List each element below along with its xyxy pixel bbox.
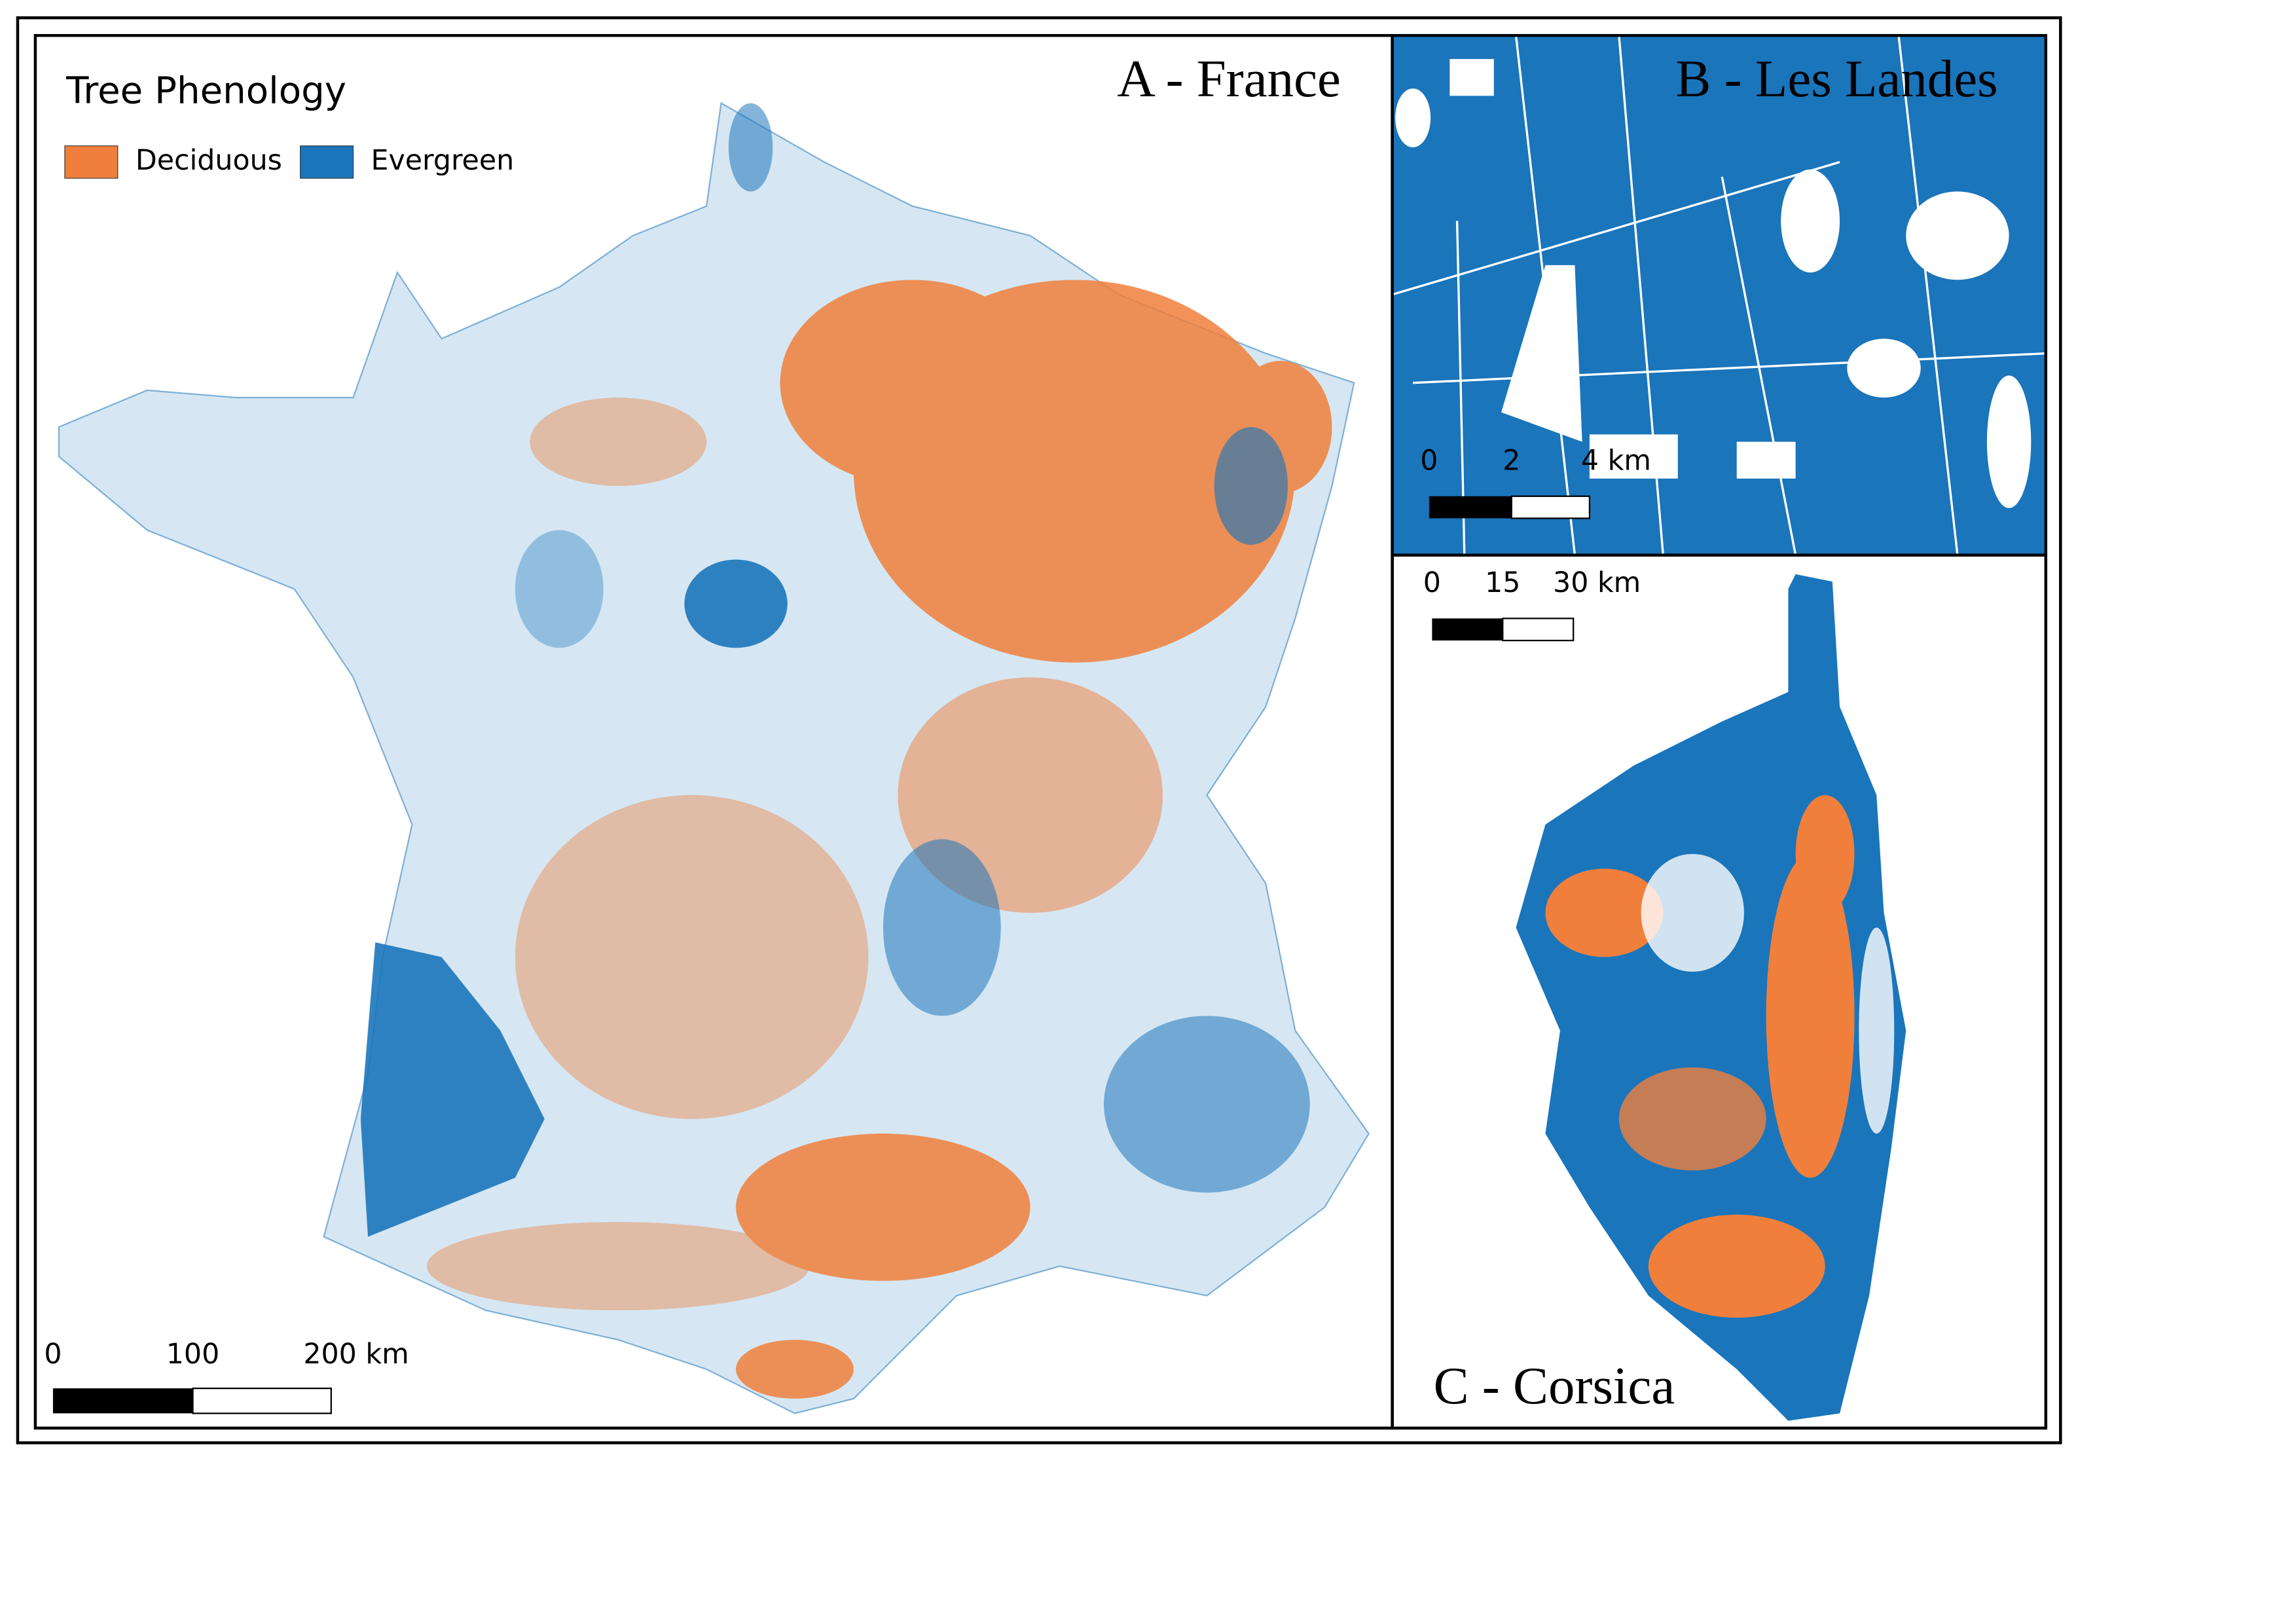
scale-bar	[192, 1387, 332, 1414]
deciduous-area	[1648, 1214, 1825, 1318]
evergreen-area	[1104, 1016, 1310, 1193]
deciduous-area	[780, 280, 1046, 487]
road	[1618, 35, 1665, 555]
evergreen-area	[1214, 427, 1288, 545]
scale-bar	[1429, 496, 1512, 519]
scale-label: 100	[166, 1338, 220, 1371]
panel-france: A - France Tree Phenology Deciduous Ever…	[44, 49, 1370, 1414]
scale-label: 15	[1485, 566, 1520, 599]
scale-label: 30 km	[1553, 566, 1641, 599]
deciduous-areas	[1545, 795, 1855, 1318]
evergreen-area	[360, 942, 545, 1237]
legend-label: Evergreen	[371, 144, 515, 177]
open-area	[1859, 927, 1895, 1134]
scale-bar	[1510, 495, 1591, 519]
legend-swatch	[300, 145, 354, 179]
clearing	[1449, 59, 1494, 96]
clearing	[1906, 191, 2009, 280]
evergreen-area	[684, 559, 788, 648]
clearing	[1847, 339, 1921, 398]
roads	[1392, 35, 2046, 556]
clearing	[1501, 265, 1582, 442]
scale-bar	[1432, 618, 1503, 641]
panel-title: C - Corsica	[1434, 1356, 1675, 1415]
evergreen-area	[883, 839, 1001, 1016]
legend-title: Tree Phenology	[65, 69, 346, 112]
panel-title: A - France	[1117, 49, 1341, 108]
evergreen-areas	[360, 103, 1310, 1237]
road	[1897, 35, 1959, 555]
scale-label: 0	[1420, 445, 1438, 477]
landes-forest	[1392, 35, 2046, 555]
deciduous-area	[1766, 854, 1855, 1178]
road	[1514, 35, 1576, 555]
evergreen-area	[728, 103, 773, 192]
deciduous-area	[1545, 868, 1664, 957]
open-area	[1641, 854, 1744, 972]
panel-corsica: C - Corsica 0 15 30 km	[1423, 566, 1906, 1421]
scale-label: 4 km	[1581, 445, 1651, 477]
clearing	[1589, 434, 1678, 479]
open-areas	[1641, 854, 1895, 1134]
evergreen-area	[515, 530, 604, 648]
scale-bar	[52, 1388, 193, 1414]
scale-bar	[1502, 618, 1575, 642]
clearing	[1736, 441, 1796, 479]
panel-landes: B - Les Landes 0 2 4 km	[1392, 35, 2046, 556]
scale-label: 0	[44, 1338, 62, 1371]
corsica-map	[1516, 574, 1906, 1421]
deciduous-area	[1795, 795, 1855, 913]
clearing	[1395, 88, 1431, 147]
road	[1392, 160, 1840, 296]
legend-swatch	[64, 145, 118, 179]
deciduous-area	[736, 1339, 854, 1399]
clearing	[1781, 169, 1840, 273]
deciduous-area	[1618, 1067, 1766, 1171]
road	[1721, 176, 1797, 556]
clearings	[1395, 59, 2032, 508]
panel-title: B - Les Landes	[1676, 49, 1998, 108]
scale-label: 0	[1423, 566, 1441, 599]
deciduous-area	[530, 397, 707, 487]
scale-label: 2	[1503, 445, 1520, 477]
scale-label: 200 km	[303, 1338, 409, 1371]
panel-frame	[1391, 553, 2048, 1430]
clearing	[1986, 375, 2032, 508]
deciduous-area	[736, 1134, 1030, 1282]
outer-frame	[16, 16, 2062, 1445]
deciduous-area	[515, 795, 869, 1119]
deciduous-area	[426, 1222, 810, 1310]
deciduous-areas	[426, 280, 1332, 1399]
legend-label: Deciduous	[136, 144, 282, 177]
road	[1413, 352, 2046, 384]
